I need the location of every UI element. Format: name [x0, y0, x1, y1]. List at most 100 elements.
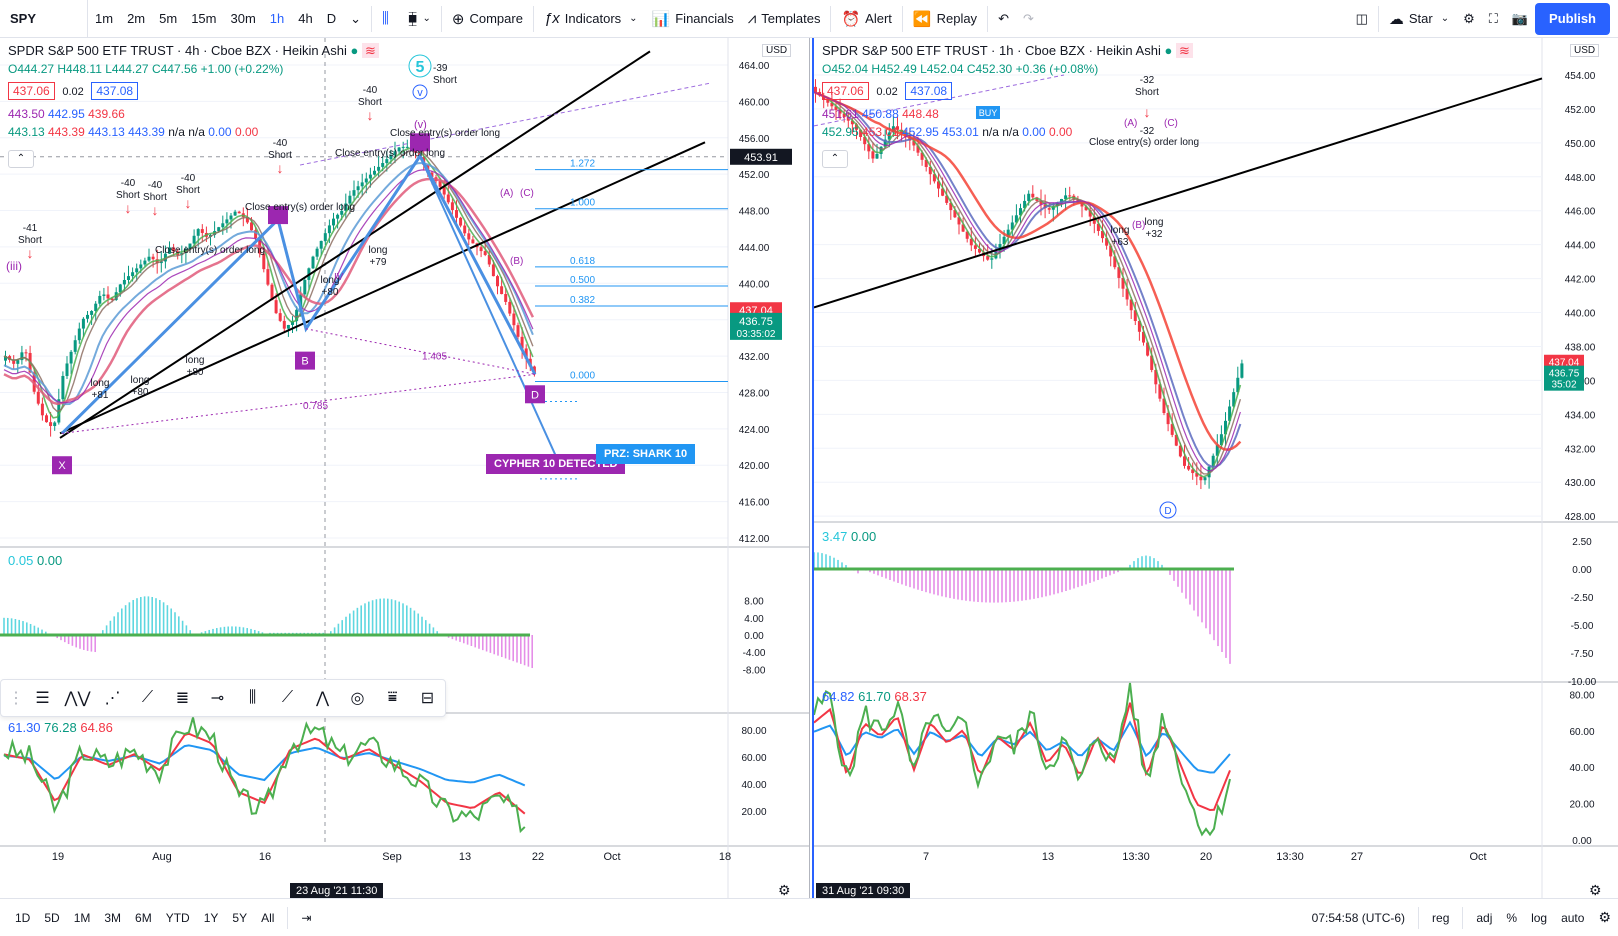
ma-value: 442.95 [48, 107, 85, 121]
right-chart-canvas[interactable]: 454.00 452.00 450.00 448.00 446.00 444.00 442.… [814, 38, 1618, 898]
candle-body [867, 144, 871, 152]
ma-value: 0.00 [234, 125, 259, 139]
range-all[interactable]: All [261, 910, 275, 925]
candle-body [1146, 342, 1150, 356]
trend-line-icon[interactable]: ⟋ [141, 689, 154, 706]
osc-axis-label: -2.50 [1571, 593, 1594, 604]
interval-d[interactable]: D [326, 11, 337, 26]
candle-style-icon[interactable]: ⧯ ⌄ [407, 10, 431, 27]
interval-2m[interactable]: 2m [127, 11, 146, 26]
abcd-pattern-icon[interactable]: ⋰ [104, 690, 121, 707]
interval-1m[interactable]: 1m [95, 11, 114, 26]
range-6m[interactable]: 6M [135, 910, 152, 925]
time-axis-label: Aug [152, 851, 172, 863]
financials-button[interactable]: 📊 Financials [645, 0, 741, 38]
settings-gear-icon[interactable]: ⚙ [1463, 10, 1475, 26]
parallel-channel-icon[interactable]: ⩸ [387, 689, 398, 706]
interval-30m[interactable]: 30m [230, 11, 256, 26]
interval-dropdown-icon[interactable]: ⌄ [350, 10, 362, 26]
adj-toggle[interactable]: adj [1476, 910, 1493, 925]
layout-icon[interactable]: ◫ [1355, 10, 1368, 26]
head-shoulders-icon[interactable]: ⋀ [315, 690, 330, 707]
go-to-date-icon[interactable]: ⇥ [301, 910, 312, 925]
auto-toggle[interactable]: auto [1561, 910, 1585, 925]
fullscreen-icon[interactable]: ⛶ [1488, 10, 1498, 26]
compare-button[interactable]: ⊕ Compare [445, 0, 530, 38]
symbol-search[interactable]: SPY [0, 0, 88, 38]
drag-handle-icon[interactable]: ⋮ [8, 690, 24, 707]
undo-icon[interactable]: ↶ [998, 10, 1009, 26]
chart-settings-gear-icon[interactable]: ⚙ [1598, 909, 1611, 925]
left-axis-settings-gear-icon[interactable]: ⚙ [778, 882, 791, 898]
candle-body [969, 238, 973, 246]
interval-1h[interactable]: 1h [269, 11, 285, 26]
right-axis-settings-gear-icon[interactable]: ⚙ [1589, 882, 1602, 898]
candle-body [1060, 198, 1063, 203]
bar-style-icon[interactable]: ⫼ [382, 10, 389, 27]
rsi-axis-label: 40.00 [741, 780, 766, 791]
price-axis-label: 428.00 [739, 388, 770, 399]
right-visibility-icon[interactable]: ● [1164, 43, 1176, 58]
templates-button[interactable]: ⩘ Templates [741, 0, 828, 38]
short-arrow: ↓ [367, 107, 374, 123]
ma-value: 443.50 [8, 107, 45, 121]
percent-toggle[interactable]: % [1506, 910, 1518, 925]
right-currency-select[interactable]: USD [1570, 44, 1600, 57]
range-1d[interactable]: 1D [15, 910, 31, 925]
left-series-settings-icon[interactable]: ≋ [361, 43, 379, 58]
camera-icon[interactable]: 📷 [1511, 10, 1529, 26]
xabcd-pattern-icon[interactable]: ⋀⋁ [64, 690, 91, 707]
right-collapse-legend-icon[interactable]: ⌃ [822, 150, 848, 168]
candle-body [957, 217, 961, 225]
interval-15m[interactable]: 15m [191, 11, 217, 26]
alert-button[interactable]: ⏰ Alert [834, 0, 898, 38]
indicators-button[interactable]: ƒx Indicators ⌄ [543, 10, 638, 27]
channel-line [59, 50, 651, 439]
interval-4h[interactable]: 4h [298, 11, 313, 26]
range-ytd[interactable]: YTD [165, 910, 190, 925]
left-ohlc: O444.27 H448.11 L444.27 C447.56 +1.00 (+… [8, 60, 379, 78]
range-1y[interactable]: 1Y [203, 910, 219, 925]
range-3m[interactable]: 3M [104, 910, 122, 925]
right-series-settings-icon[interactable]: ≋ [1175, 43, 1193, 58]
trade-qty-label: +80 [187, 367, 204, 378]
candle-body [344, 203, 348, 211]
ma-value: 443.13 [8, 125, 45, 139]
left-collapse-legend-icon[interactable]: ⌃ [8, 150, 34, 168]
replay-button[interactable]: ⏪ Replay [906, 0, 984, 38]
alert-label: Alert [865, 11, 892, 26]
fib-level-label: 0.000 [570, 371, 595, 382]
range-5y[interactable]: 5Y [232, 910, 248, 925]
right-buy-button[interactable]: 437.08 [905, 82, 953, 100]
horizontal-lines-icon[interactable]: ☰ [35, 690, 50, 707]
candle-body [998, 244, 1002, 252]
candle-body [450, 202, 454, 211]
range-5d[interactable]: 5D [44, 910, 60, 925]
candle-body [221, 223, 225, 228]
short-arrow: ↓ [277, 160, 284, 176]
log-toggle[interactable]: log [1531, 910, 1548, 925]
fib-spiral-icon[interactable]: ◎ [350, 690, 365, 707]
candle-body [1178, 445, 1182, 457]
range-1m[interactable]: 1M [73, 910, 91, 925]
left-visibility-icon[interactable]: ● [350, 43, 362, 58]
fib-retracement-icon[interactable]: ≣ [175, 690, 190, 707]
left-sell-button[interactable]: 437.06 [8, 82, 55, 100]
publish-button[interactable]: Publish [1535, 2, 1610, 35]
left-chart-pane[interactable]: 464.00 460.00 456.00 452.00 448.00 444.00 440.… [0, 38, 810, 898]
long-position-icon[interactable]: ⊟ [420, 690, 435, 707]
clock[interactable]: 07:54:58 (UTC-6) [1311, 910, 1406, 925]
session-reg[interactable]: reg [1432, 910, 1450, 925]
horizontal-ray-icon[interactable]: ⊸ [210, 690, 225, 707]
redo-icon[interactable]: ↷ [1022, 10, 1034, 26]
bars-pattern-icon[interactable]: ⫼ [248, 689, 257, 706]
left-currency-select[interactable]: USD [762, 44, 792, 57]
countdown-label: 35:02 [1551, 380, 1576, 391]
left-chart-canvas[interactable]: 464.00 460.00 456.00 452.00 448.00 444.00 440.… [0, 38, 810, 898]
left-buy-button[interactable]: 437.08 [91, 82, 139, 100]
right-chart-pane[interactable]: 454.00 452.00 450.00 448.00 446.00 444.00 442.… [812, 38, 1618, 898]
star-button[interactable]: ☁ Star ⌄ [1388, 10, 1450, 28]
interval-5m[interactable]: 5m [159, 11, 178, 26]
right-sell-button[interactable]: 437.06 [822, 82, 869, 100]
ray-icon[interactable]: ⟋ [281, 689, 294, 706]
